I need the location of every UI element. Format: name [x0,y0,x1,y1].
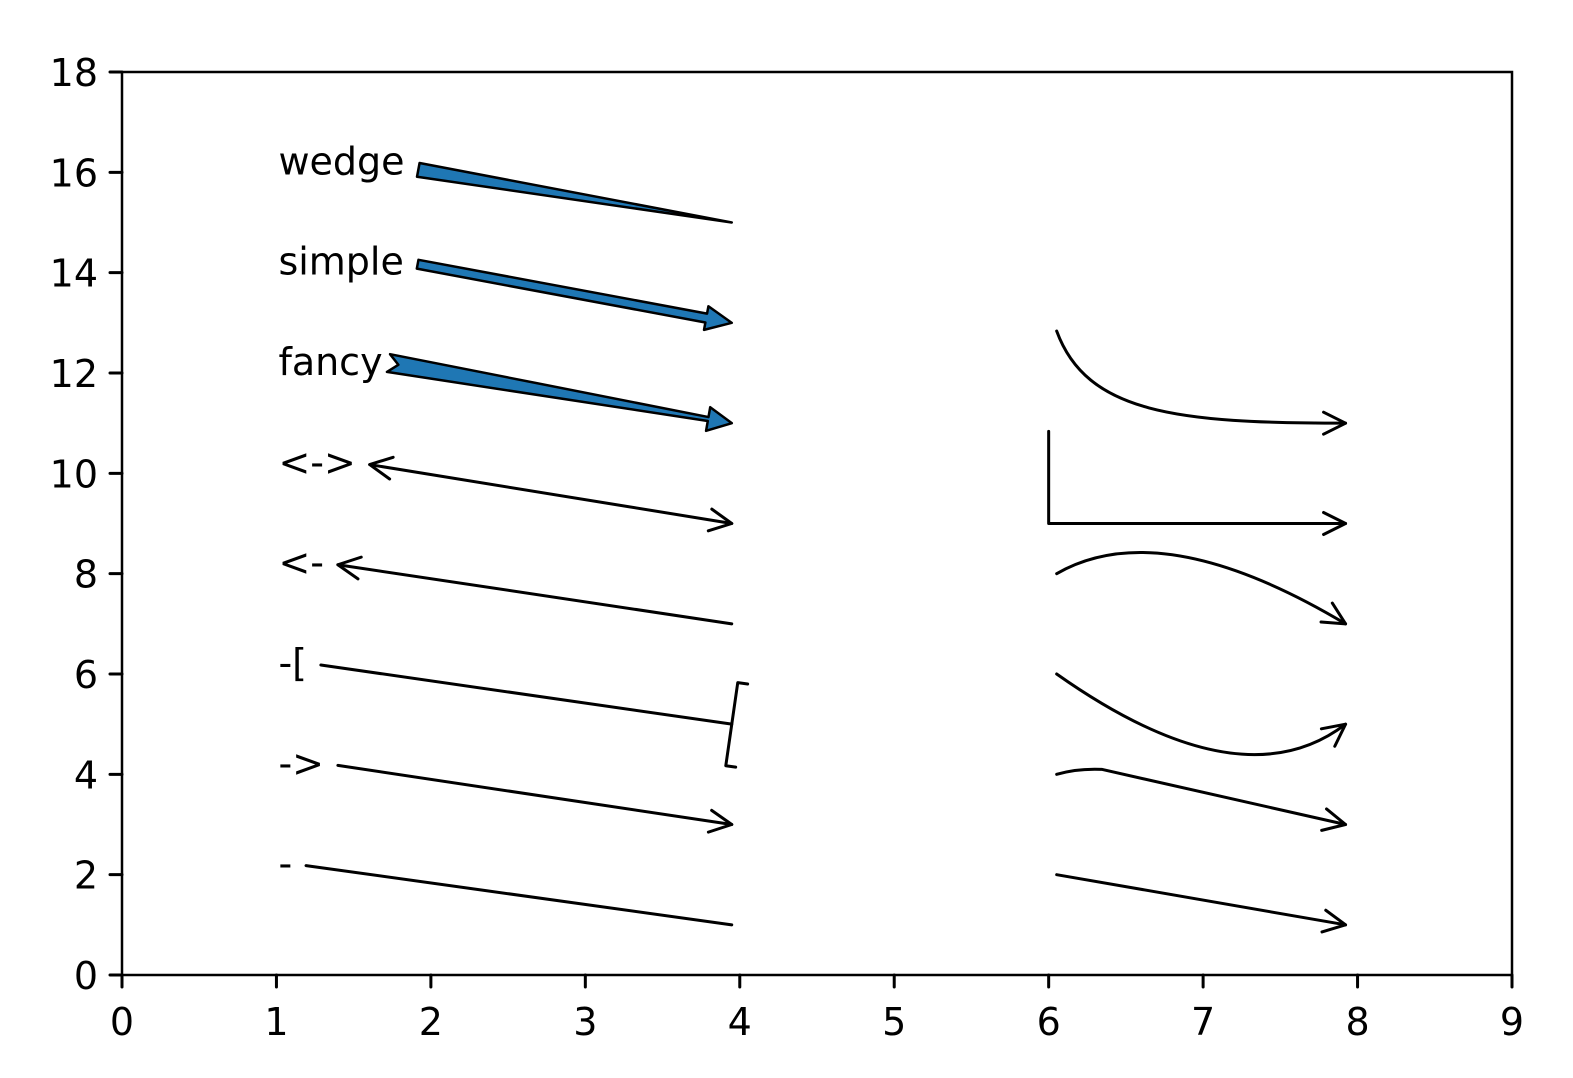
connection-path [1055,672,1348,757]
connection-arrow-head [1320,908,1348,934]
x-tick-label: 3 [573,1000,597,1044]
arrow-style-label: <- [278,541,324,585]
arrow-style-label: wedge [278,139,404,183]
x-tick-label: 2 [419,1000,443,1044]
plot-area: - -> -[ <- <-> fancy simple wedge [278,139,1348,934]
connection-arrow-head [1322,511,1348,536]
x-tick-label: 6 [1037,1000,1061,1044]
arrow-head [336,555,363,581]
arrow-line [368,463,734,525]
wedge-arrow [415,161,734,224]
connection-path [1055,329,1348,425]
y-tick-label: 10 [50,452,98,496]
y-tick-label: 0 [74,954,98,998]
x-tick-label: 9 [1500,1000,1524,1044]
simple-arrow [415,258,734,332]
y-tick-label: 18 [50,51,98,95]
bracket-head [724,681,750,769]
arrow-head [706,808,734,834]
arrow-line [319,663,734,726]
fancy-arrow [385,352,734,433]
y-tick-label: 6 [74,653,98,697]
y-tick-label: 14 [50,252,98,296]
connection-arrow-head [1320,807,1348,832]
y-tick-label: 4 [74,753,98,797]
y-tick-label: 8 [74,553,98,597]
y-tick-label: 12 [50,352,98,396]
arrow-style-label: simple [278,240,403,284]
arrow-style-label: fancy [278,340,382,384]
axes-frame [120,70,1514,977]
y-tick-label: 2 [74,854,98,898]
arrow-style-label: - [278,842,292,886]
arrow-head [368,455,395,481]
arrow-style-label: -[ [278,641,307,685]
arrow-head [706,507,734,533]
y-tick-label: 16 [50,151,98,195]
x-tick-label: 7 [1191,1000,1215,1044]
arrow-style-label: <-> [278,440,355,484]
arrow-style-label: -> [278,741,324,785]
x-tick-label: 4 [728,1000,752,1044]
x-tick-label: 0 [110,1000,134,1044]
connection-arrow-head [1319,601,1348,626]
connection-path [1047,429,1348,525]
connection-path [1055,767,1348,826]
connection-path [1055,551,1348,626]
connection-arrow-head [1319,722,1348,748]
arrow-line [336,563,734,626]
connection-arrow-head [1322,410,1348,436]
x-tick-label: 5 [882,1000,906,1044]
x-tick-label: 8 [1345,1000,1369,1044]
arrow-line [304,864,734,927]
x-tick-label: 1 [264,1000,288,1044]
arrow-line [336,763,734,826]
connection-path [1055,873,1348,927]
